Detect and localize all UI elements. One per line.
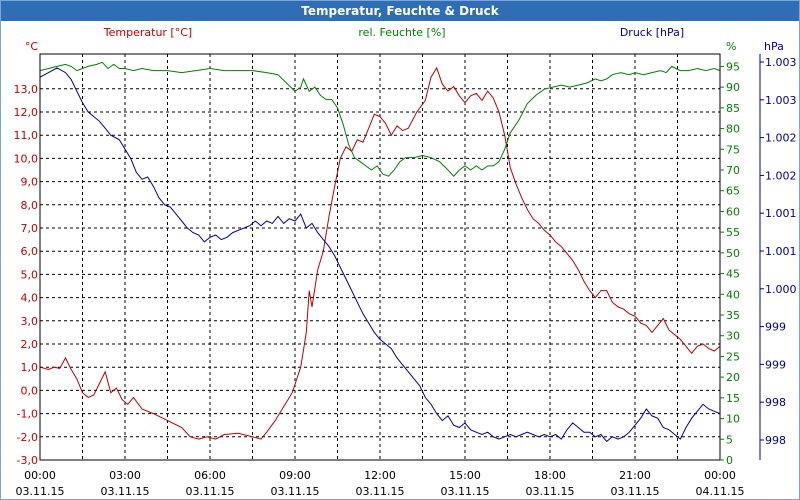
plot-frame [39, 53, 721, 461]
x-tick-time: 12:00 [364, 469, 396, 482]
series-line-temp [39, 66, 721, 440]
humidity-unit: % [726, 40, 736, 53]
x-tick-time: 06:00 [194, 469, 226, 482]
humidity-tick-label: 50 [726, 247, 740, 260]
temp-tick-label: 1,0 [21, 361, 39, 374]
temp-tick-label: 11,0 [14, 129, 39, 142]
humidity-tick-label: 85 [726, 102, 740, 115]
x-tick-date: 03.11.15 [526, 485, 575, 498]
grid [40, 54, 720, 461]
humidity-tick-label: 20 [726, 371, 740, 384]
x-tick-time: 15:00 [449, 469, 481, 482]
pressure-tick-label: 1.003 [765, 94, 797, 107]
x-tick-time: 09:00 [279, 469, 311, 482]
x-tick-date: 03.11.15 [101, 485, 150, 498]
pressure-tick-label: 1.001 [765, 245, 797, 258]
pressure-tick-label: 998 [765, 434, 786, 447]
temp-tick-label: 3,0 [21, 315, 39, 328]
temp-tick-label: 8,0 [21, 199, 39, 212]
temp-tick-label: 2,0 [21, 338, 39, 351]
series-line-hum [39, 61, 721, 177]
x-tick-date: 03.11.15 [356, 485, 405, 498]
x-tick-date: 03.11.15 [441, 485, 490, 498]
pressure-unit: hPa [764, 40, 784, 53]
humidity-tick-label: 40 [726, 288, 740, 301]
x-tick-date: 03.11.15 [271, 485, 320, 498]
series-line-press [39, 67, 721, 443]
temp-tick-label: 12,0 [14, 106, 39, 119]
temp-tick-label: 7,0 [21, 222, 39, 235]
temp-tick-label: -3,0 [17, 454, 38, 467]
humidity-tick-label: 25 [726, 350, 740, 363]
temp-tick-label: 10,0 [14, 152, 39, 165]
x-tick-date: 04.11.15 [696, 485, 745, 498]
pressure-tick-label: 999 [765, 358, 786, 371]
x-tick-time: 00:00 [24, 469, 56, 482]
humidity-tick-label: 90 [726, 81, 740, 94]
humidity-tick-label: 15 [726, 392, 740, 405]
x-tick-time: 03:00 [109, 469, 141, 482]
humidity-tick-label: 95 [726, 60, 740, 73]
humidity-tick-label: 65 [726, 185, 740, 198]
temp-unit: °C [25, 40, 39, 53]
temp-tick-label: 5,0 [21, 268, 39, 281]
humidity-tick-label: 10 [726, 413, 740, 426]
temp-tick-label: 4,0 [21, 292, 39, 305]
pressure-tick-label: 1.003 [765, 56, 797, 69]
temp-tick-label: -2,0 [17, 431, 38, 444]
humidity-tick-label: 55 [726, 226, 740, 239]
x-tick-date: 03.11.15 [186, 485, 235, 498]
humidity-tick-label: 35 [726, 309, 740, 322]
x-tick-date: 03.11.15 [16, 485, 65, 498]
x-tick-date: 03.11.15 [611, 485, 660, 498]
humidity-tick-label: 45 [726, 268, 740, 281]
humidity-tick-label: 80 [726, 123, 740, 136]
humidity-axis-title: rel. Feuchte [%] [358, 26, 445, 39]
pressure-tick-label: 1.002 [765, 132, 797, 145]
axes: -3,0 -2,0 -1,0 0,0 1,0 2,0 3,0 4,0 5,0 6,0 7,0 8,0 9… [14, 53, 797, 498]
humidity-tick-label: 30 [726, 330, 740, 343]
pressure-tick-label: 1.000 [765, 283, 797, 296]
temp-tick-label: -1,0 [17, 408, 38, 421]
pressure-axis-title: Druck [hPa] [620, 26, 684, 39]
x-tick-time: 18:00 [534, 469, 566, 482]
x-tick-time: 00:00 [704, 469, 736, 482]
humidity-tick-label: 70 [726, 164, 740, 177]
pressure-tick-label: 998 [765, 396, 786, 409]
series-layer [39, 61, 721, 443]
temp-tick-label: 9,0 [21, 176, 39, 189]
temp-tick-label: 6,0 [21, 245, 39, 258]
window-title: Temperatur, Feuchte & Druck [1, 1, 799, 21]
humidity-tick-label: 0 [726, 454, 733, 467]
temp-tick-label: 13,0 [14, 83, 39, 96]
x-tick-time: 21:00 [619, 469, 651, 482]
pressure-tick-label: 999 [765, 321, 786, 334]
humidity-tick-label: 5 [726, 433, 733, 446]
temp-tick-label: 0,0 [21, 384, 39, 397]
humidity-tick-label: 75 [726, 143, 740, 156]
humidity-tick-label: 60 [726, 205, 740, 218]
temp-axis-title: Temperatur [°C] [103, 26, 192, 39]
pressure-tick-label: 1.001 [765, 207, 797, 220]
pressure-tick-label: 1.002 [765, 169, 797, 182]
